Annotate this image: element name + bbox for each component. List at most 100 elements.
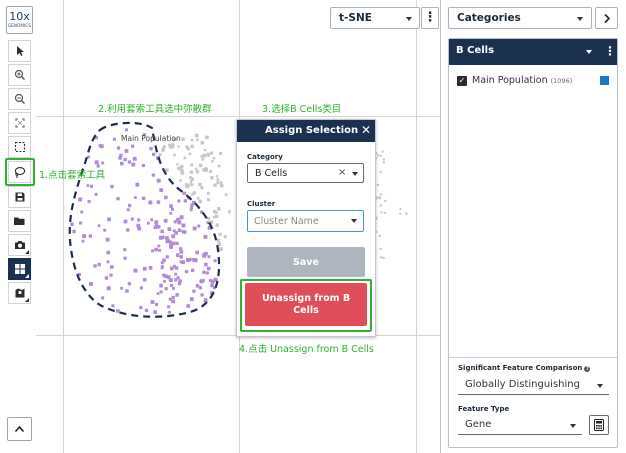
- selected-point: [86, 184, 90, 187]
- unassign-button[interactable]: Unassign from B Cells: [245, 283, 367, 326]
- selected-point: [158, 248, 161, 252]
- selected-point: [175, 253, 180, 257]
- box-select-icon: [14, 141, 25, 153]
- selected-point: [133, 268, 138, 273]
- population-label: Main Population: [121, 134, 181, 143]
- zoom-out-icon: [14, 93, 25, 104]
- category-title: B Cells: [456, 45, 495, 56]
- cluster-color-swatch[interactable]: [600, 76, 609, 85]
- info-icon[interactable]: ?: [584, 366, 591, 372]
- feature-list-button[interactable]: [589, 415, 609, 435]
- logo: 10x GENOMICS: [6, 6, 33, 34]
- selected-point: [195, 250, 199, 255]
- box-select-button[interactable]: [8, 136, 31, 158]
- close-icon[interactable]: ✕: [361, 123, 372, 137]
- selected-point: [198, 286, 202, 290]
- selected-point: [157, 244, 161, 248]
- zoom-in-icon: [14, 69, 25, 80]
- chevron-down-icon[interactable]: [586, 50, 592, 54]
- next-category-button[interactable]: [595, 7, 618, 29]
- categories-select[interactable]: Categories: [448, 7, 592, 29]
- unselected-point: [382, 158, 385, 161]
- selected-point: [156, 178, 161, 183]
- unselected-point: [206, 198, 211, 202]
- category-select[interactable]: B Cells ×: [247, 163, 364, 183]
- selected-point: [176, 217, 180, 222]
- selected-point: [125, 289, 129, 293]
- divider: [449, 357, 617, 358]
- screenshot-button[interactable]: [8, 234, 31, 256]
- selected-point: [148, 200, 153, 205]
- selected-point: [188, 258, 192, 262]
- selected-point: [88, 234, 92, 238]
- dialog-header: Assign Selection ✕: [237, 120, 375, 142]
- projection-value: t-SNE: [339, 12, 372, 24]
- selected-point: [177, 199, 181, 203]
- unselected-point: [218, 232, 222, 236]
- unselected-point: [165, 168, 169, 172]
- selected-point: [98, 144, 102, 148]
- unselected-point: [215, 175, 219, 178]
- unselected-point: [380, 211, 383, 214]
- unselected-point: [171, 143, 175, 147]
- projection-select[interactable]: t-SNE: [330, 7, 420, 29]
- map-pin-button[interactable]: [8, 282, 31, 304]
- selected-point: [93, 264, 97, 268]
- unselected-point: [205, 135, 209, 140]
- lasso-icon: [14, 166, 26, 178]
- lasso-tool-button[interactable]: [8, 161, 31, 183]
- expand-panel-button[interactable]: [7, 417, 32, 441]
- selected-point: [101, 161, 105, 165]
- selected-point: [97, 262, 101, 267]
- unselected-point: [186, 147, 190, 151]
- zoom-out-button[interactable]: [8, 88, 31, 110]
- feature-comparison-select[interactable]: Globally Distinguishing: [458, 375, 609, 395]
- kebab-icon: ⋮: [423, 10, 437, 25]
- selected-point: [208, 279, 212, 282]
- selected-point: [70, 222, 74, 226]
- open-folder-button[interactable]: [8, 210, 31, 232]
- selected-point: [190, 268, 195, 272]
- chevron-down-icon: [406, 17, 412, 21]
- unselected-point: [181, 137, 185, 141]
- plot-border: [440, 0, 441, 453]
- projection-menu-button[interactable]: ⋮: [421, 7, 439, 29]
- unselected-point: [177, 166, 181, 171]
- unselected-point: [212, 215, 216, 219]
- clear-icon[interactable]: ×: [338, 167, 347, 178]
- selected-point: [110, 184, 114, 189]
- selected-point: [130, 217, 134, 221]
- selected-point: [156, 200, 161, 204]
- selected-point: [157, 225, 161, 229]
- checkbox-icon[interactable]: ✓: [457, 76, 467, 86]
- fit-view-button[interactable]: [8, 112, 31, 134]
- cluster-name-input[interactable]: [247, 210, 364, 232]
- save-button[interactable]: Save: [247, 247, 365, 277]
- selected-point: [174, 278, 178, 282]
- save-button[interactable]: [8, 186, 31, 208]
- selected-point: [120, 286, 123, 290]
- selected-point: [123, 219, 128, 224]
- selected-point: [177, 228, 182, 232]
- pointer-tool-button[interactable]: [8, 40, 31, 62]
- layout-grid-button[interactable]: [8, 258, 31, 280]
- zoom-in-button[interactable]: [8, 64, 31, 86]
- cluster-row[interactable]: ✓ Main Population (1096): [457, 75, 612, 89]
- unselected-point: [209, 151, 213, 155]
- selected-point: [173, 220, 177, 224]
- unselected-point: [212, 156, 216, 160]
- unselected-point: [192, 191, 197, 195]
- selected-point: [163, 274, 168, 278]
- unselected-point: [219, 247, 223, 251]
- selected-point: [167, 305, 171, 309]
- feature-type-select[interactable]: Gene: [458, 415, 582, 435]
- kebab-icon[interactable]: ⋮: [604, 44, 616, 58]
- unselected-point: [215, 223, 219, 227]
- unselected-point: [189, 170, 194, 174]
- category-header[interactable]: B Cells ⋮: [449, 39, 617, 65]
- chevron-down-icon[interactable]: [352, 172, 358, 176]
- unselected-point: [198, 163, 203, 168]
- chevron-down-icon[interactable]: [351, 219, 357, 223]
